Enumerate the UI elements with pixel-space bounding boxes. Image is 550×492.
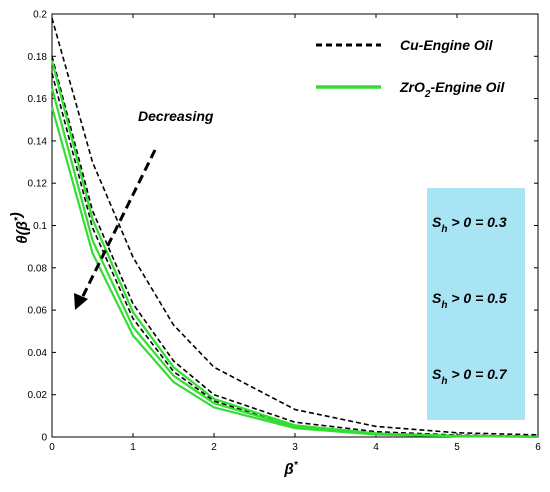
- x-tick-label: 1: [130, 442, 136, 453]
- y-tick-label: 0.06: [28, 306, 48, 317]
- legend: Cu-Engine Oil ZrO2-Engine Oil: [316, 37, 505, 100]
- x-tick-label: 2: [211, 442, 217, 453]
- x-tick-label: 6: [535, 442, 541, 453]
- y-tick-label: 0.14: [28, 136, 48, 147]
- decreasing-arrow-head: [74, 293, 88, 310]
- y-tick-label: 0.08: [28, 263, 48, 274]
- parameter-box-bg: [427, 188, 525, 420]
- zro2-engine-oil-line: [50, 106, 539, 438]
- x-tick-label: 3: [292, 442, 298, 453]
- y-tick-label: 0.02: [28, 390, 48, 401]
- decreasing-annotation: Decreasing: [138, 108, 214, 124]
- y-axis-label: θ(β*): [8, 212, 31, 244]
- parameter-label: Sh > 0 = 0.5: [432, 290, 507, 311]
- y-tick-label: 0.2: [33, 10, 47, 21]
- legend-label: Cu-Engine Oil: [400, 37, 494, 53]
- parameter-label: Sh > 0 = 0.3: [432, 214, 507, 235]
- parameter-box: Sh > 0 = 0.3 Sh > 0 = 0.5 Sh > 0 = 0.7: [427, 188, 525, 420]
- x-tick-label: 5: [454, 442, 460, 453]
- parameter-label: Sh > 0 = 0.7: [432, 366, 508, 387]
- y-tick-label: 0.12: [28, 179, 48, 190]
- y-tick-label: 0.16: [28, 94, 48, 105]
- x-tick-label: 4: [373, 442, 379, 453]
- y-tick-label: 0.18: [28, 52, 48, 63]
- annotation-group: Decreasing: [74, 108, 214, 310]
- cu-engine-oil-line: [51, 17, 539, 436]
- series-group: [50, 17, 539, 438]
- x-tick-label: 0: [49, 442, 55, 453]
- cu-engine-oil-line: [51, 56, 539, 438]
- y-tick-label: 0.1: [33, 221, 47, 232]
- axes: 0 1 2 3 4 5 6 0 0.02 0.04 0.06 0.08 0.1 0.12 0.14 0.16 0…: [28, 10, 542, 454]
- legend-label: ZrO2-Engine Oil: [399, 79, 505, 100]
- y-tick-label: 0.04: [28, 348, 48, 359]
- x-axis-label: β*: [283, 460, 298, 478]
- y-tick-label: 0: [41, 433, 47, 444]
